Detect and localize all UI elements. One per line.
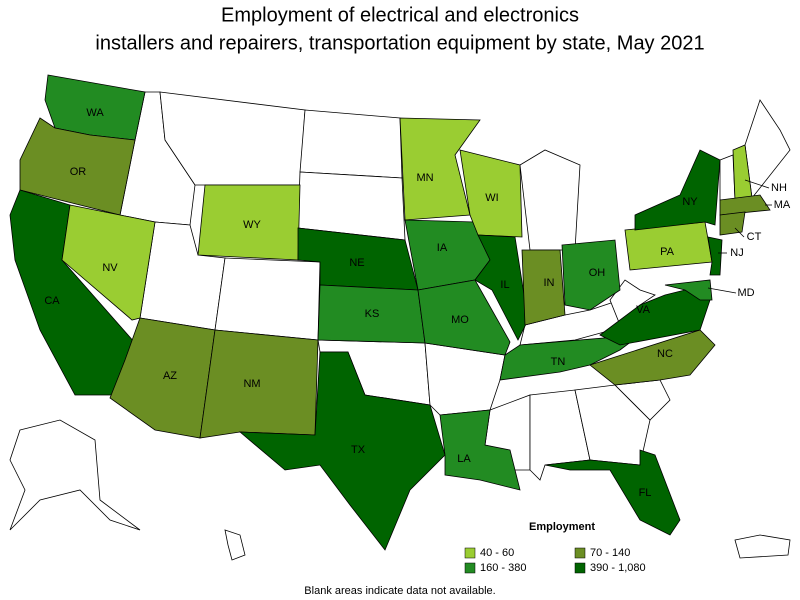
state bbox=[734, 534, 791, 559]
state-label: VA bbox=[636, 304, 651, 316]
state bbox=[61, 204, 156, 321]
state-label: WA bbox=[86, 107, 104, 119]
state bbox=[719, 154, 736, 201]
state-label: FL bbox=[639, 487, 652, 499]
state bbox=[499, 334, 642, 381]
state bbox=[9, 419, 141, 531]
legend-swatch bbox=[574, 547, 586, 559]
state bbox=[664, 279, 713, 301]
state bbox=[719, 194, 771, 216]
state-label: NC bbox=[657, 348, 673, 360]
state-label: OR bbox=[70, 166, 87, 178]
state-label: NM bbox=[243, 378, 260, 390]
state-label: OH bbox=[589, 267, 606, 279]
legend-label: 160 - 380 bbox=[480, 562, 526, 574]
state bbox=[474, 234, 529, 341]
state-label: NH bbox=[771, 182, 787, 194]
state bbox=[299, 109, 403, 179]
state-label: CT bbox=[747, 231, 762, 243]
state-label: LA bbox=[457, 453, 471, 465]
state bbox=[719, 211, 746, 236]
legend-swatch bbox=[574, 562, 586, 574]
state-label: MO bbox=[451, 314, 469, 326]
state-label: WI bbox=[485, 192, 498, 204]
state bbox=[214, 257, 321, 341]
state bbox=[224, 529, 246, 561]
legend-label: 70 - 140 bbox=[590, 547, 630, 559]
state-label: NY bbox=[682, 196, 698, 208]
legend-swatch bbox=[464, 562, 476, 574]
legend-label: 40 - 60 bbox=[480, 547, 514, 559]
legend-label: 390 - 1,080 bbox=[590, 562, 646, 574]
state-label: NJ bbox=[730, 247, 743, 259]
legend-swatch bbox=[464, 547, 476, 559]
state-label: AZ bbox=[163, 370, 177, 382]
title-line: installers and repairers, transportation… bbox=[95, 32, 704, 54]
state bbox=[439, 409, 521, 491]
state bbox=[544, 449, 681, 536]
legend: Employment 40 - 60 160 - 380 70 - 140 390 -… bbox=[464, 521, 646, 574]
footnote: Blank areas indicate data not available. bbox=[304, 585, 495, 597]
legend-title: Employment bbox=[529, 521, 595, 533]
state bbox=[424, 342, 506, 416]
title-line: Employment of electrical and electronics bbox=[221, 4, 579, 26]
state-label: IA bbox=[437, 242, 448, 254]
state-label: KS bbox=[365, 308, 380, 320]
state bbox=[634, 149, 721, 231]
state-label: MD bbox=[737, 287, 754, 299]
state-label: IN bbox=[544, 277, 555, 289]
state-label: IL bbox=[500, 279, 509, 291]
state bbox=[561, 239, 621, 311]
state-label: MN bbox=[416, 172, 433, 184]
state-label: NE bbox=[349, 257, 364, 269]
state-label: CA bbox=[44, 295, 60, 307]
state bbox=[707, 236, 723, 276]
state-label: TX bbox=[351, 444, 366, 456]
state-label: WY bbox=[243, 219, 261, 231]
state-label: TN bbox=[551, 356, 566, 368]
state bbox=[519, 149, 581, 251]
state bbox=[417, 279, 511, 356]
state bbox=[521, 249, 566, 326]
leader-line bbox=[734, 227, 745, 238]
state bbox=[19, 117, 136, 216]
state bbox=[238, 351, 446, 551]
leader-line bbox=[744, 179, 770, 189]
state bbox=[574, 384, 651, 466]
shaded-states: WA OR CA NV WY AZ NM NE KS TX MN IA MO WI IL IN OH TN LA FL… bbox=[9, 74, 791, 551]
state bbox=[399, 117, 481, 221]
blank-states bbox=[9, 91, 791, 561]
state-label: NV bbox=[102, 262, 118, 274]
state-label: PA bbox=[660, 246, 675, 258]
leader-line bbox=[707, 287, 737, 294]
state-label: MA bbox=[774, 199, 791, 211]
